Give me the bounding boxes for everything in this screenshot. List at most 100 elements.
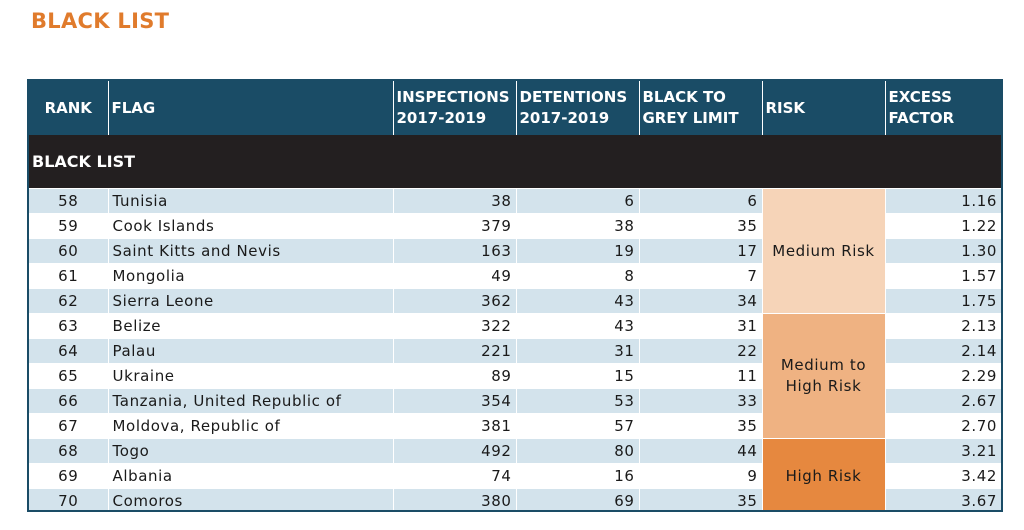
cell-inspections: 354 [392, 388, 516, 414]
cell-black-to-grey-limit: 35 [638, 413, 762, 439]
cell-inspections: 492 [392, 438, 516, 464]
cell-detentions: 43 [515, 288, 639, 314]
cell-inspections: 74 [392, 463, 516, 489]
header-excess-line1: EXCESS [888, 88, 952, 106]
cell-excess-factor: 1.16 [884, 188, 1001, 214]
cell-flag: Ukraine [107, 363, 393, 389]
cell-risk-level: High Risk [761, 438, 885, 510]
header-detentions: DETENTIONS 2017-2019 [515, 81, 639, 135]
cell-flag: Saint Kitts and Nevis [107, 238, 393, 264]
cell-detentions: 15 [515, 363, 639, 389]
table-row: 67 Moldova, Republic of 381 57 35 2.70 [29, 413, 1001, 439]
cell-excess-factor: 3.67 [884, 488, 1001, 510]
cell-black-to-grey-limit: 11 [638, 363, 762, 389]
cell-detentions: 31 [515, 338, 639, 364]
cell-excess-factor: 1.30 [884, 238, 1001, 264]
table-row: 58 Tunisia 38 6 6 Medium Risk 1.16 [29, 188, 1001, 314]
cell-risk-level: Medium to High Risk [761, 313, 885, 439]
cell-flag: Mongolia [107, 263, 393, 289]
header-inspections-line1: INSPECTIONS [396, 88, 510, 106]
cell-inspections: 322 [392, 313, 516, 339]
cell-flag: Cook Islands [107, 213, 393, 239]
cell-flag: Albania [107, 463, 393, 489]
black-list-table: RANK FLAG INSPECTIONS 2017-2019 DETENTIO… [27, 79, 1003, 512]
cell-rank: 59 [29, 213, 108, 239]
header-excess-line2: FACTOR [888, 109, 955, 127]
cell-inspections: 362 [392, 288, 516, 314]
section-row: BLACK LIST [29, 135, 1001, 189]
cell-rank: 70 [29, 488, 108, 510]
cell-detentions: 57 [515, 413, 639, 439]
cell-black-to-grey-limit: 22 [638, 338, 762, 364]
cell-black-to-grey-limit: 6 [638, 188, 762, 214]
header-inspections: INSPECTIONS 2017-2019 [392, 81, 516, 135]
section-label: BLACK LIST [29, 135, 1001, 189]
header-black-to-grey: BLACK TO GREY LIMIT [638, 81, 762, 135]
cell-excess-factor: 2.67 [884, 388, 1001, 414]
cell-black-to-grey-limit: 17 [638, 238, 762, 264]
header-detentions-line1: DETENTIONS [519, 88, 628, 106]
cell-inspections: 49 [392, 263, 516, 289]
cell-black-to-grey-limit: 31 [638, 313, 762, 339]
cell-flag: Moldova, Republic of [107, 413, 393, 439]
cell-inspections: 163 [392, 238, 516, 264]
header-black-to-grey-line2: GREY LIMIT [642, 109, 739, 127]
cell-excess-factor: 2.70 [884, 413, 1001, 439]
cell-detentions: 19 [515, 238, 639, 264]
cell-rank: 68 [29, 438, 108, 464]
cell-black-to-grey-limit: 7 [638, 263, 762, 289]
cell-rank: 67 [29, 413, 108, 439]
cell-risk-level: Medium Risk [761, 188, 885, 314]
cell-rank: 61 [29, 263, 108, 289]
cell-inspections: 381 [392, 413, 516, 439]
cell-flag: Togo [107, 438, 393, 464]
cell-flag: Tanzania, United Republic of [107, 388, 393, 414]
table-row: 65 Ukraine 89 15 11 2.29 [29, 363, 1001, 389]
cell-black-to-grey-limit: 35 [638, 213, 762, 239]
header-black-to-grey-line1: BLACK TO [642, 88, 726, 106]
page-title: BLACK LIST [31, 9, 170, 33]
cell-excess-factor: 3.21 [884, 438, 1001, 464]
table-row: 70 Comoros 380 69 35 3.67 [29, 488, 1001, 510]
cell-rank: 64 [29, 338, 108, 364]
cell-black-to-grey-limit: 33 [638, 388, 762, 414]
risk-label: Medium Risk [772, 241, 875, 260]
cell-excess-factor: 2.13 [884, 313, 1001, 339]
cell-excess-factor: 1.22 [884, 213, 1001, 239]
table-row: 62 Sierra Leone 362 43 34 1.75 [29, 288, 1001, 314]
cell-detentions: 80 [515, 438, 639, 464]
cell-flag: Palau [107, 338, 393, 364]
cell-detentions: 8 [515, 263, 639, 289]
table-row: 64 Palau 221 31 22 2.14 [29, 338, 1001, 364]
header-rank: RANK [29, 81, 108, 135]
header-excess-factor: EXCESS FACTOR [884, 81, 1001, 135]
cell-excess-factor: 2.14 [884, 338, 1001, 364]
cell-inspections: 89 [392, 363, 516, 389]
cell-inspections: 379 [392, 213, 516, 239]
cell-rank: 60 [29, 238, 108, 264]
cell-inspections: 38 [392, 188, 516, 214]
cell-black-to-grey-limit: 35 [638, 488, 762, 510]
cell-rank: 58 [29, 188, 108, 214]
cell-flag: Belize [107, 313, 393, 339]
cell-black-to-grey-limit: 9 [638, 463, 762, 489]
cell-detentions: 53 [515, 388, 639, 414]
cell-flag: Sierra Leone [107, 288, 393, 314]
table-row: 60 Saint Kitts and Nevis 163 19 17 1.30 [29, 238, 1001, 264]
cell-rank: 62 [29, 288, 108, 314]
header-inspections-line2: 2017-2019 [396, 109, 487, 127]
risk-label-line: High Risk [785, 377, 862, 395]
cell-excess-factor: 3.42 [884, 463, 1001, 489]
cell-rank: 65 [29, 363, 108, 389]
cell-detentions: 6 [515, 188, 639, 214]
cell-detentions: 16 [515, 463, 639, 489]
table-row: 68 Togo 492 80 44 High Risk 3.21 [29, 438, 1001, 510]
cell-rank: 63 [29, 313, 108, 339]
risk-label-line: Medium to [780, 356, 867, 374]
cell-detentions: 38 [515, 213, 639, 239]
table-row: 63 Belize 322 43 31 Medium to High Risk 2.13 [29, 313, 1001, 439]
cell-excess-factor: 2.29 [884, 363, 1001, 389]
cell-inspections: 221 [392, 338, 516, 364]
header-detentions-line2: 2017-2019 [519, 109, 610, 127]
header-risk: RISK [761, 81, 885, 135]
